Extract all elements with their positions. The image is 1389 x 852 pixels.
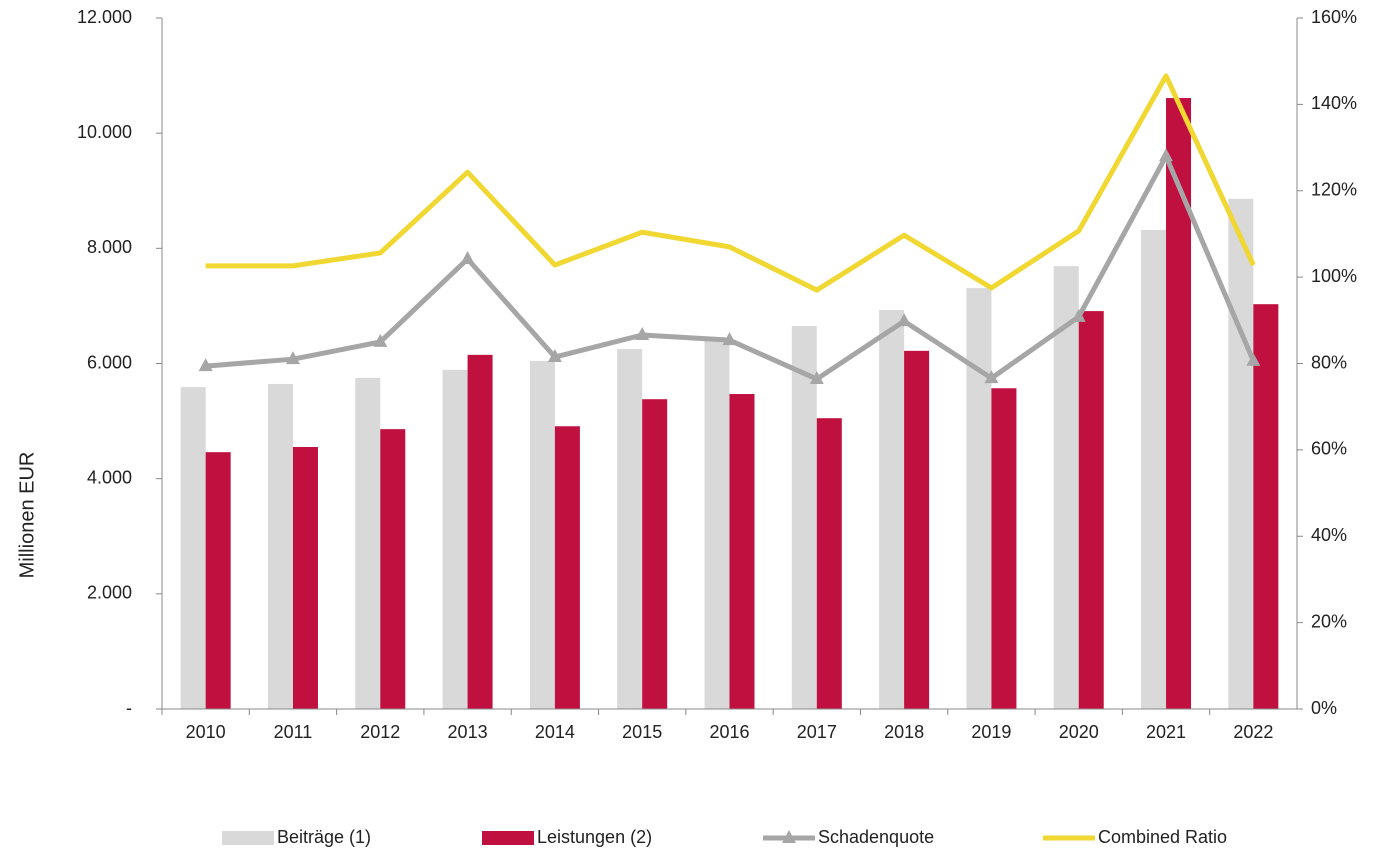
marker — [1159, 148, 1174, 162]
bar — [1053, 266, 1079, 709]
y2-tick-label: 40% — [1311, 525, 1347, 545]
y2-tick-label: 120% — [1311, 180, 1357, 200]
x-tick-label: 2016 — [709, 722, 749, 742]
bar — [292, 446, 318, 709]
x-tick-label: 2013 — [448, 722, 488, 742]
bar — [617, 349, 643, 709]
legend-swatch — [222, 831, 274, 845]
legend-label: Schadenquote — [818, 827, 934, 847]
y2-tick-label: 20% — [1311, 611, 1347, 631]
y-tick-label: 12.000 — [77, 7, 132, 27]
marker — [198, 358, 213, 372]
bar — [791, 326, 817, 709]
bar — [966, 288, 992, 709]
legend-label: Combined Ratio — [1098, 827, 1227, 847]
legend-label: Leistungen (2) — [537, 827, 652, 847]
bar — [816, 418, 842, 709]
bar — [529, 360, 555, 709]
x-tick-label: 2022 — [1233, 722, 1273, 742]
legend-label: Beiträge (1) — [277, 827, 371, 847]
marker — [547, 349, 562, 363]
bar — [729, 394, 755, 709]
marker — [635, 326, 650, 340]
y-tick-label: - — [126, 698, 132, 718]
x-tick-label: 2020 — [1059, 722, 1099, 742]
bar — [1141, 229, 1167, 709]
marker — [809, 371, 824, 385]
bar — [380, 429, 406, 709]
x-tick-label: 2010 — [186, 722, 226, 742]
bar — [467, 354, 493, 709]
bar — [355, 377, 381, 709]
y-tick-label: 6.000 — [87, 352, 132, 372]
y-tick-label: 8.000 — [87, 237, 132, 257]
x-tick-label: 2021 — [1146, 722, 1186, 742]
y2-tick-label: 100% — [1311, 266, 1357, 286]
y2-tick-label: 0% — [1311, 698, 1337, 718]
marker — [722, 332, 737, 346]
x-tick-label: 2012 — [360, 722, 400, 742]
bar — [554, 426, 580, 709]
marker — [984, 370, 999, 384]
y-tick-label: 2.000 — [87, 583, 132, 603]
y2-tick-label: 60% — [1311, 439, 1347, 459]
marker — [373, 333, 388, 347]
x-tick-label: 2015 — [622, 722, 662, 742]
marker — [1071, 308, 1086, 322]
y2-tick-label: 140% — [1311, 93, 1357, 113]
legend-swatch — [482, 831, 534, 845]
bar — [267, 383, 293, 709]
x-tick-label: 2019 — [971, 722, 1011, 742]
y-axis-title: Millionen EUR — [16, 452, 38, 579]
bar — [879, 309, 905, 709]
bar — [1228, 198, 1254, 710]
y2-tick-label: 80% — [1311, 352, 1347, 372]
bar — [991, 388, 1017, 709]
x-tick-label: 2011 — [274, 722, 313, 742]
line — [205, 73, 1256, 293]
marker — [1246, 352, 1261, 366]
bar — [1078, 311, 1104, 709]
x-tick-label: 2017 — [797, 722, 837, 742]
bar — [180, 387, 206, 709]
bar — [442, 369, 468, 709]
x-tick-label: 2014 — [535, 722, 575, 742]
y-tick-label: 10.000 — [77, 122, 132, 142]
bar — [1253, 304, 1279, 709]
bar — [205, 452, 231, 709]
legend-marker — [782, 830, 796, 843]
marker — [460, 250, 475, 264]
y-tick-label: 4.000 — [87, 467, 132, 487]
bar — [904, 350, 930, 709]
bar — [642, 399, 668, 709]
marker — [897, 313, 912, 327]
y2-tick-label: 160% — [1311, 7, 1357, 27]
marker — [285, 351, 300, 365]
bar — [704, 340, 730, 709]
x-tick-label: 2018 — [884, 722, 924, 742]
